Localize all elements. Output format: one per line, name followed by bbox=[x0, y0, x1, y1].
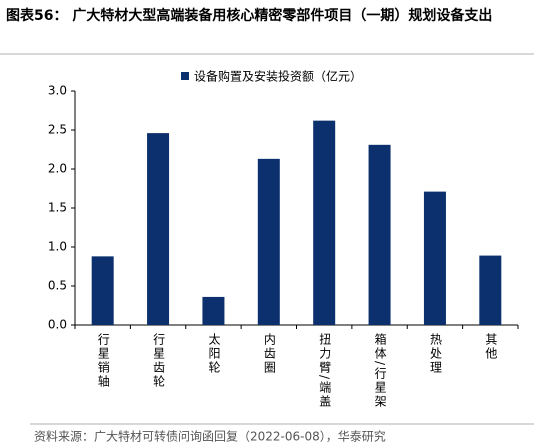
y-tick-label: 2.5 bbox=[48, 123, 67, 137]
x-tick-label: 其他 bbox=[484, 333, 498, 361]
source-note: 资料来源：广大特材可转债问询函回复（2022-06-08），华泰研究 bbox=[34, 429, 386, 444]
x-tick-label: 热处理 bbox=[428, 333, 442, 375]
legend-label: 设备购置及安装投资额（亿元） bbox=[194, 69, 362, 84]
bar bbox=[202, 296, 225, 325]
y-tick-label: 1.0 bbox=[48, 240, 67, 254]
y-tick-label: 3.0 bbox=[48, 84, 67, 98]
x-tick-label: 扭力臂/端盖 bbox=[318, 333, 332, 409]
x-tick-label: 内齿圈 bbox=[262, 333, 276, 375]
y-tick-label: 0.0 bbox=[48, 318, 67, 332]
x-tick-label: 太阳轮 bbox=[207, 332, 221, 375]
legend-swatch bbox=[181, 72, 189, 80]
bar bbox=[368, 144, 391, 325]
y-tick-label: 1.5 bbox=[48, 201, 67, 215]
bar bbox=[313, 120, 336, 325]
bar bbox=[147, 133, 170, 325]
bar bbox=[479, 255, 502, 325]
x-tick-label: 行星齿轮 bbox=[152, 333, 166, 389]
y-tick-label: 2.0 bbox=[48, 162, 67, 176]
x-tick-label: 箱体/行星架 bbox=[373, 332, 387, 409]
chart-title: 图表56： 广大特材大型高端装备用核心精密零部件项目（一期）规划设备支出 bbox=[6, 8, 493, 24]
bar bbox=[257, 158, 280, 325]
y-tick-label: 0.5 bbox=[48, 279, 67, 293]
x-tick-label: 行星销轴 bbox=[96, 333, 110, 389]
bar bbox=[91, 256, 114, 325]
bar bbox=[423, 191, 446, 325]
